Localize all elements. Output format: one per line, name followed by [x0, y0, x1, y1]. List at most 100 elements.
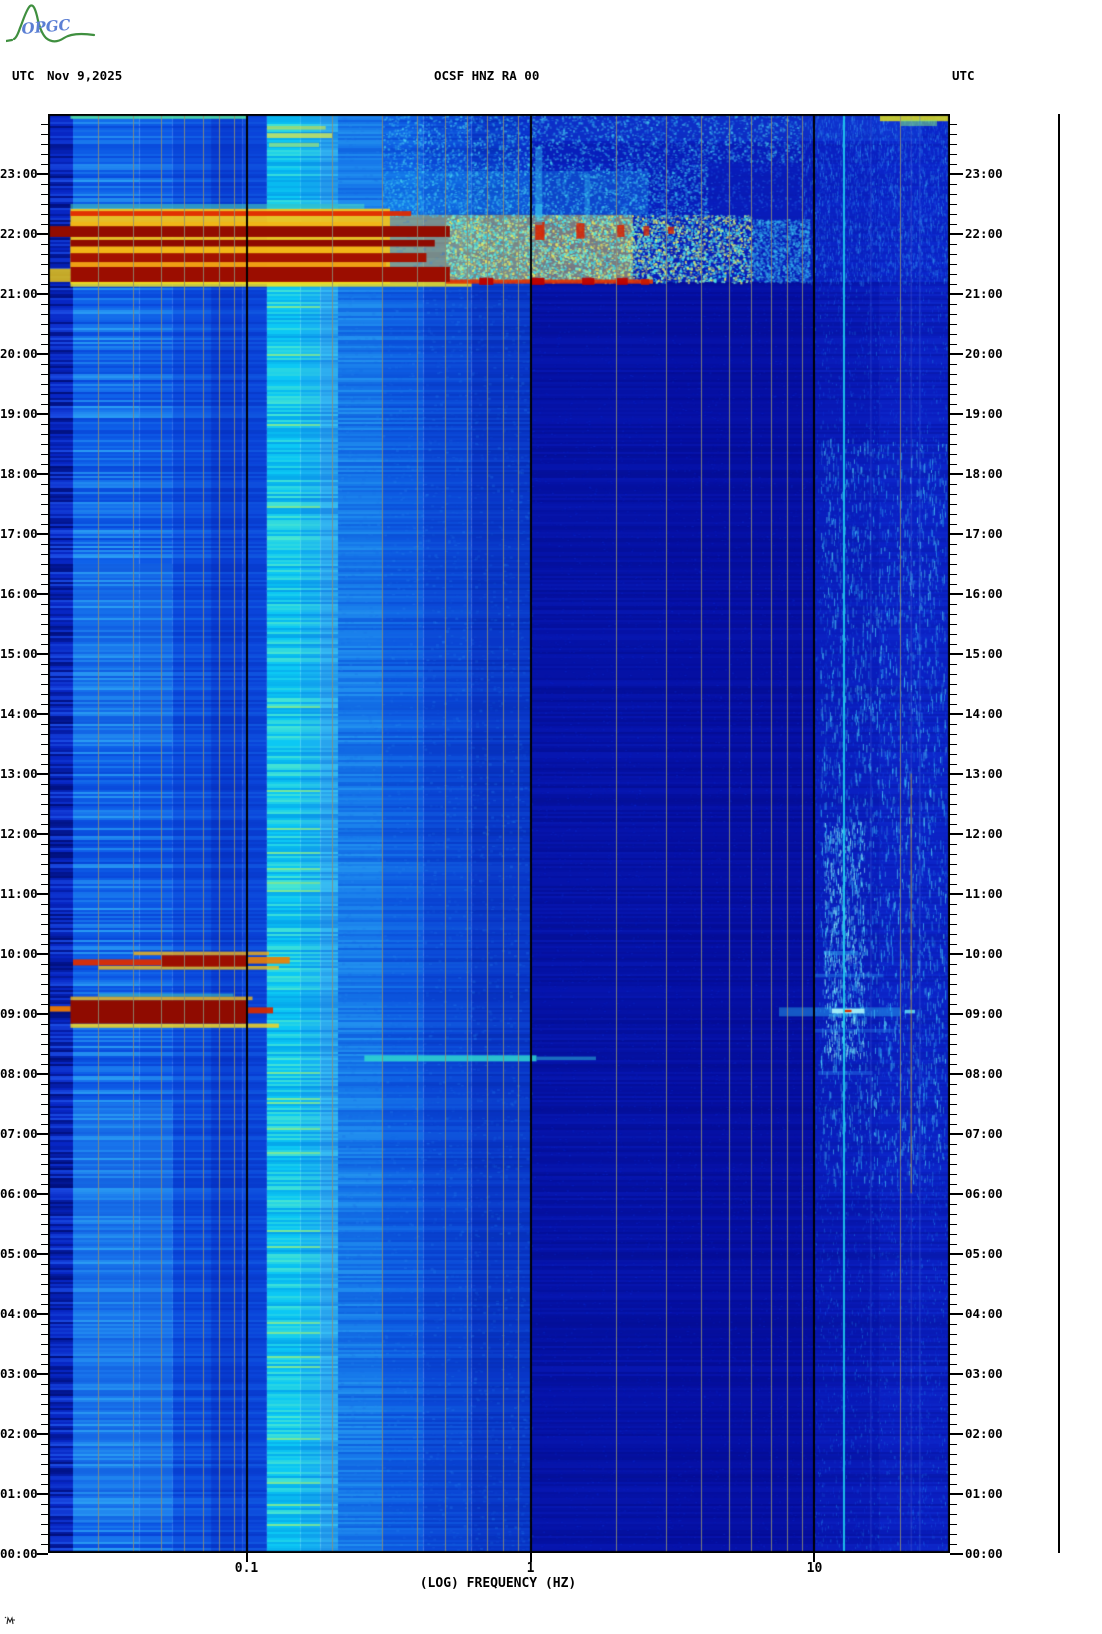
hour-tick-left [37, 1133, 48, 1135]
minor-tick-left [41, 494, 48, 495]
x-axis-title: (LOG) FREQUENCY (HZ) [419, 1576, 577, 1591]
minor-tick-right [950, 194, 957, 195]
minor-tick-left [41, 204, 48, 205]
minor-tick-right [950, 1224, 957, 1225]
hour-tick-right [950, 773, 963, 775]
minor-tick-right [950, 404, 957, 405]
minor-tick-left [41, 1084, 48, 1085]
minor-tick-right [950, 244, 957, 245]
y-hour-label-right: 14:00 [965, 706, 1003, 721]
minor-tick-right [950, 304, 957, 305]
minor-tick-left [41, 1504, 48, 1505]
minor-tick-left [41, 464, 48, 465]
minor-tick-left [41, 344, 48, 345]
minor-tick-right [950, 934, 957, 935]
minor-tick-right [950, 374, 957, 375]
minor-tick-right [950, 1204, 957, 1205]
minor-tick-left [41, 1334, 48, 1335]
minor-tick-left [41, 194, 48, 195]
minor-tick-right [950, 214, 957, 215]
minor-tick-left [41, 184, 48, 185]
minor-tick-left [41, 1024, 48, 1025]
minor-tick-right [950, 434, 957, 435]
y-hour-label-right: 21:00 [965, 286, 1003, 301]
minor-tick-left [41, 1114, 48, 1115]
minor-tick-right [950, 1394, 957, 1395]
minor-tick-right [950, 984, 957, 985]
y-hour-label-left: 08:00 [0, 1066, 38, 1081]
minor-tick-left [41, 974, 48, 975]
minor-tick-right [950, 814, 957, 815]
y-hour-label-left: 07:00 [0, 1126, 38, 1141]
minor-tick-left [41, 604, 48, 605]
minor-tick-right [950, 454, 957, 455]
minor-tick-left [41, 664, 48, 665]
minor-tick-right [950, 1084, 957, 1085]
minor-tick-left [41, 1304, 48, 1305]
minor-tick-right [950, 1214, 957, 1215]
opgc-logo: OPGC [6, 4, 96, 43]
minor-tick-right [950, 1404, 957, 1405]
minor-tick-left [41, 1004, 48, 1005]
corner-signature-mark [4, 1616, 15, 1625]
y-hour-label-left: 03:00 [0, 1366, 38, 1381]
minor-tick-right [950, 514, 957, 515]
minor-tick-left [41, 784, 48, 785]
hour-tick-right [950, 653, 963, 655]
hour-tick-left [37, 713, 48, 715]
minor-tick-left [41, 674, 48, 675]
y-hour-label-left: 10:00 [0, 946, 38, 961]
hour-tick-right [950, 353, 963, 355]
minor-tick-right [950, 694, 957, 695]
minor-tick-right [950, 1094, 957, 1095]
minor-tick-left [41, 1384, 48, 1385]
minor-tick-left [41, 1344, 48, 1345]
right-border-line [1058, 114, 1060, 1553]
minor-tick-right [950, 964, 957, 965]
minor-tick-left [41, 804, 48, 805]
hour-tick-left [37, 1313, 48, 1315]
minor-tick-right [950, 1144, 957, 1145]
minor-tick-left [41, 1464, 48, 1465]
minor-tick-right [950, 524, 957, 525]
minor-tick-right [950, 884, 957, 885]
minor-tick-left [41, 124, 48, 125]
hour-tick-right [950, 1073, 963, 1075]
minor-tick-right [950, 1164, 957, 1165]
minor-tick-right [950, 664, 957, 665]
minor-tick-left [41, 634, 48, 635]
minor-tick-right [950, 464, 957, 465]
minor-tick-right [950, 444, 957, 445]
minor-tick-left [41, 1184, 48, 1185]
minor-tick-left [41, 444, 48, 445]
minor-tick-left [41, 704, 48, 705]
minor-tick-left [41, 794, 48, 795]
y-hour-label-left: 23:00 [0, 166, 38, 181]
minor-tick-right [950, 784, 957, 785]
minor-tick-right [950, 334, 957, 335]
hour-tick-left [37, 833, 48, 835]
y-hour-label-left: 12:00 [0, 826, 38, 841]
y-hour-label-right: 08:00 [965, 1066, 1003, 1081]
minor-tick-right [950, 1294, 957, 1295]
minor-tick-right [950, 644, 957, 645]
minor-tick-right [950, 1454, 957, 1455]
hour-tick-left [37, 1193, 48, 1195]
minor-tick-left [41, 154, 48, 155]
minor-tick-right [950, 1104, 957, 1105]
minor-tick-left [41, 1044, 48, 1045]
date-label: Nov 9,2025 [47, 68, 123, 83]
hour-tick-right [950, 893, 963, 895]
hour-tick-left [37, 413, 48, 415]
minor-tick-left [41, 1144, 48, 1145]
hour-tick-right [950, 1373, 963, 1375]
minor-tick-right [950, 254, 957, 255]
minor-tick-left [41, 924, 48, 925]
y-hour-label-right: 04:00 [965, 1306, 1003, 1321]
minor-tick-left [41, 244, 48, 245]
y-hour-label-left: 19:00 [0, 406, 38, 421]
minor-tick-right [950, 874, 957, 875]
minor-tick-left [41, 1414, 48, 1415]
minor-tick-left [41, 274, 48, 275]
hour-tick-left [37, 533, 48, 535]
